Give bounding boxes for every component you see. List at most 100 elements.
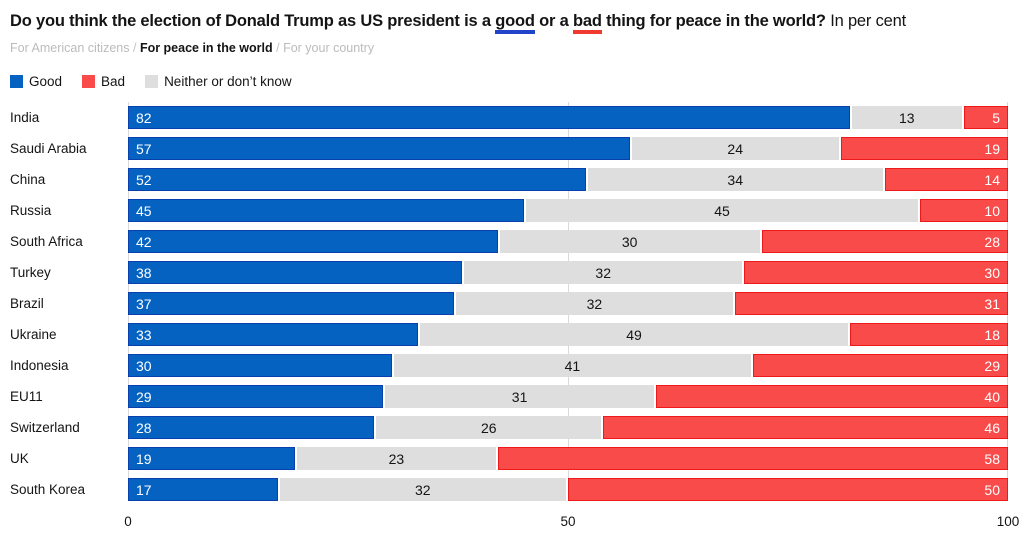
country-label: China <box>10 172 46 187</box>
bar-track: 42 30 28 <box>128 230 1008 253</box>
bar-value-bad: 40 <box>984 388 1000 405</box>
bar-segment-neither: 26 <box>376 416 602 439</box>
country-label: Brazil <box>10 296 44 311</box>
bar-segment-neither: 23 <box>297 447 496 470</box>
bar-value-bad: 19 <box>984 140 1000 157</box>
legend-item-good: Good <box>10 74 62 89</box>
tab-for-your-country[interactable]: For your country <box>283 41 375 55</box>
tab-for-american-citizens[interactable]: For American citizens <box>10 41 130 55</box>
legend-swatch-neither <box>145 75 159 88</box>
chart-rows: India 82 13 5 Saudi Arabia 57 24 19 Chin… <box>10 102 1008 505</box>
chart-row: Ukraine 33 49 18 <box>10 319 1008 350</box>
country-label: Turkey <box>10 265 51 280</box>
tab-separator: / <box>132 41 137 55</box>
tab-for-peace-in-the-world[interactable]: For peace in the world <box>139 41 273 55</box>
bar-value-good: 17 <box>136 481 152 498</box>
bar-segment-neither: 49 <box>420 323 848 346</box>
bar-value-good: 37 <box>136 295 152 312</box>
bar-value-good: 82 <box>136 109 152 126</box>
bar-segment-good: 52 <box>128 168 586 191</box>
legend-item-bad: Bad <box>82 74 125 89</box>
bar-track: 45 45 10 <box>128 199 1008 222</box>
bar-segment-bad: 31 <box>735 292 1008 315</box>
bar-value-neither: 41 <box>564 357 581 374</box>
chart-header: Do you think the election of Donald Trum… <box>10 12 1008 89</box>
x-axis-tick-50: 50 <box>560 514 576 529</box>
chart-row: China 52 34 14 <box>10 164 1008 195</box>
x-axis-tick-0: 0 <box>124 514 132 529</box>
bar-segment-bad: 28 <box>761 230 1008 253</box>
bar-segment-neither: 31 <box>385 385 654 408</box>
bar-segment-bad: 58 <box>497 447 1008 470</box>
country-label: South Africa <box>10 234 83 249</box>
bar-segment-bad: 14 <box>884 168 1008 191</box>
bar-value-good: 42 <box>136 233 152 250</box>
bar-segment-neither: 32 <box>464 261 742 284</box>
bar-track: 37 32 31 <box>128 292 1008 315</box>
chart-area: India 82 13 5 Saudi Arabia 57 24 19 Chin… <box>10 102 1008 505</box>
bar-segment-neither: 13 <box>851 106 962 129</box>
bar-value-bad: 58 <box>984 450 1000 467</box>
bar-value-neither: 32 <box>586 295 603 312</box>
bar-segment-bad: 18 <box>849 323 1008 346</box>
country-label: Russia <box>10 203 52 218</box>
title-part3: thing for peace in the world? <box>601 12 826 30</box>
bar-value-bad: 18 <box>984 326 1000 343</box>
country-label: UK <box>10 451 29 466</box>
chart-row: South Korea 17 32 50 <box>10 474 1008 505</box>
bar-value-neither: 23 <box>388 450 405 467</box>
bar-segment-bad: 5 <box>964 106 1008 129</box>
bar-segment-good: 45 <box>128 199 524 222</box>
bar-track: 57 24 19 <box>128 137 1008 160</box>
bar-segment-bad: 10 <box>920 199 1008 222</box>
bar-value-good: 30 <box>136 357 152 374</box>
bar-value-bad: 5 <box>992 109 1000 126</box>
bar-track: 33 49 18 <box>128 323 1008 346</box>
bar-track: 38 32 30 <box>128 261 1008 284</box>
chart-row: Russia 45 45 10 <box>10 195 1008 226</box>
bar-value-bad: 30 <box>984 264 1000 281</box>
bar-value-bad: 46 <box>984 419 1000 436</box>
bar-segment-good: 38 <box>128 261 463 284</box>
bar-value-bad: 10 <box>984 202 1000 219</box>
bar-value-good: 57 <box>136 140 152 157</box>
bar-segment-neither: 24 <box>631 137 839 160</box>
legend-label-bad: Bad <box>101 74 126 89</box>
country-label: Ukraine <box>10 327 57 342</box>
chart-title: Do you think the election of Donald Trum… <box>10 12 1008 34</box>
title-unit: In per cent <box>830 12 906 30</box>
tab-separator: / <box>276 41 280 55</box>
legend-label-neither: Neither or don’t know <box>164 74 292 89</box>
legend-label-good: Good <box>29 74 63 89</box>
bar-value-bad: 50 <box>984 481 1000 498</box>
bar-value-neither: 26 <box>481 419 497 436</box>
bar-track: 52 34 14 <box>128 168 1008 191</box>
title-part2: or a <box>534 12 573 30</box>
chart-row: Switzerland 28 26 46 <box>10 412 1008 443</box>
subtitle-tabs: For American citizens / For peace in the… <box>10 41 1008 55</box>
legend-item-neither: Neither or don’t know <box>145 74 292 89</box>
chart-row: South Africa 42 30 28 <box>10 226 1008 257</box>
bar-value-good: 52 <box>136 171 152 188</box>
chart-row: EU11 29 31 40 <box>10 381 1008 412</box>
chart-row: Brazil 37 32 31 <box>10 288 1008 319</box>
chart-row: Turkey 38 32 30 <box>10 257 1008 288</box>
chart-row: Indonesia 30 41 29 <box>10 350 1008 381</box>
bar-track: 29 31 40 <box>128 385 1008 408</box>
bar-segment-good: 29 <box>128 385 384 408</box>
bar-segment-neither: 32 <box>279 478 566 501</box>
bar-value-bad: 14 <box>984 171 1000 188</box>
x-axis-tick-100: 100 <box>996 514 1020 529</box>
bar-segment-good: 57 <box>128 137 630 160</box>
legend-swatch-bad <box>82 75 96 88</box>
bar-value-good: 45 <box>136 202 152 219</box>
bar-value-neither: 13 <box>899 109 915 126</box>
bar-segment-neither: 41 <box>394 354 751 377</box>
bar-track: 19 23 58 <box>128 447 1008 470</box>
title-part1: Do you think the election of Donald Trum… <box>10 12 496 30</box>
bar-value-bad: 31 <box>984 295 1000 312</box>
country-label: Switzerland <box>10 420 80 435</box>
bar-value-bad: 28 <box>984 233 1000 250</box>
bar-segment-good: 17 <box>128 478 278 501</box>
bar-segment-bad: 29 <box>752 354 1008 377</box>
